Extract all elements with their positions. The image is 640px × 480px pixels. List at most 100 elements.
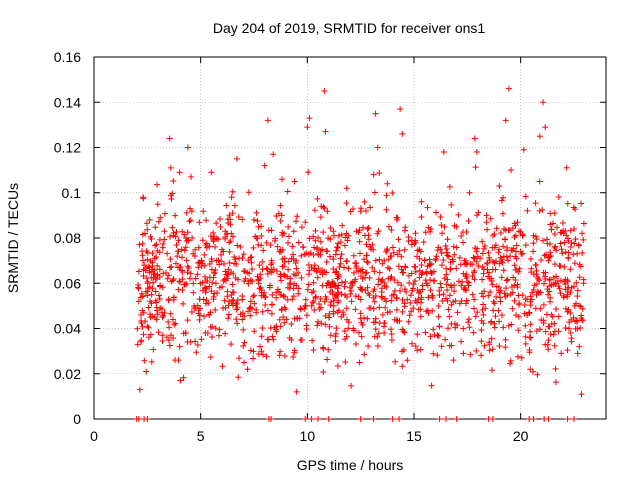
data-point [227,221,234,228]
x-tick-label: 20 [513,428,529,444]
data-point [141,357,148,364]
data-point [374,230,381,237]
data-point [485,292,492,299]
data-point [155,218,162,225]
data-point [270,151,277,158]
data-point [257,275,264,282]
data-point [201,284,208,291]
data-point [448,284,455,291]
data-point [221,276,228,283]
data-point [386,223,393,230]
data-point [319,344,326,351]
data-point [138,337,145,344]
data-point [493,225,500,232]
data-point [580,220,587,227]
data-point [556,285,563,292]
data-point [217,216,224,223]
data-point [493,258,500,265]
data-point [290,353,297,360]
data-point [167,164,174,171]
data-point [188,173,195,180]
data-point [391,316,398,323]
data-point [479,238,486,245]
data-point [154,311,161,318]
data-point [465,217,472,224]
data-point [495,284,502,291]
data-point [161,236,168,243]
data-point [352,293,359,300]
data-point [315,318,321,325]
y-tick-label: 0.06 [54,275,81,291]
data-point [460,325,467,332]
data-point [272,237,279,244]
data-point [414,331,421,338]
data-point [487,319,494,326]
data-point [187,339,194,346]
data-point [183,257,190,264]
data-point [239,216,246,223]
data-point [431,331,438,338]
data-point [348,298,355,305]
data-point [472,164,479,171]
data-point [547,221,554,228]
data-point [228,269,235,276]
data-point [190,250,197,257]
data-point [527,256,534,263]
data-point [324,208,331,215]
zero-marker [530,416,537,422]
data-point [228,341,235,348]
data-point [571,240,578,247]
data-point [550,331,557,338]
data-point [568,239,575,246]
data-point [305,271,312,278]
data-point [440,149,447,156]
data-point [273,268,280,275]
data-point [277,218,284,225]
data-point [342,359,349,366]
data-point [558,350,565,357]
data-point [533,267,540,274]
data-point [500,267,507,274]
data-point [564,347,571,354]
data-point [314,195,321,202]
data-point [206,283,213,290]
data-point [527,366,534,373]
data-point [578,391,585,398]
data-point [551,230,558,237]
data-point [167,264,174,271]
data-point [511,220,518,227]
data-point [522,340,529,347]
data-point [578,200,585,207]
data-point [406,279,413,286]
data-point [448,201,455,208]
data-point [435,333,442,340]
data-point [156,283,163,290]
data-point [166,324,173,331]
data-point [383,283,390,290]
data-point [157,305,164,312]
data-point [381,330,388,337]
data-point [509,289,516,296]
data-point [372,257,379,264]
data-point [473,347,480,354]
data-point [215,236,222,243]
data-point [327,225,334,232]
data-point [564,200,571,207]
data-point [395,236,402,243]
data-point [471,255,478,262]
data-point [311,306,318,313]
data-point [502,344,509,351]
data-point [515,313,522,320]
data-point [282,306,289,313]
zero-marker [396,416,403,422]
data-point [254,218,261,225]
data-point [446,183,453,190]
data-point [332,337,339,344]
data-point [309,337,316,344]
data-point [470,254,477,261]
data-point [471,296,478,303]
data-point [493,293,500,300]
data-point [421,257,428,264]
data-point [135,298,142,305]
data-point [139,252,146,259]
